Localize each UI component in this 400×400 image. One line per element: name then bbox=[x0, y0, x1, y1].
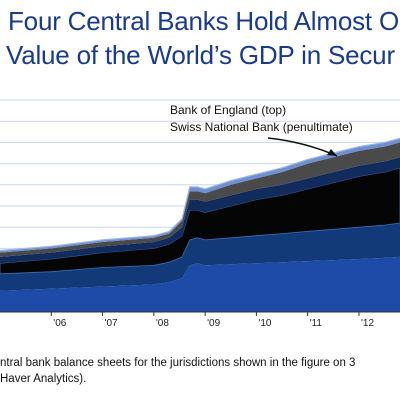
x-tick-label: '09 bbox=[207, 318, 220, 329]
annotation-line-2: Swiss National Bank (penultimate) bbox=[170, 120, 353, 134]
annotation-arrow-head bbox=[327, 149, 337, 156]
x-tick-label: '10 bbox=[258, 318, 271, 329]
area-series-6 bbox=[0, 138, 400, 253]
footnote-line-1: ntral bank balance sheets for the jurisd… bbox=[0, 357, 356, 369]
chart-title-line-2: Value of the World’s GDP in Secur bbox=[6, 40, 395, 70]
area-series-4 bbox=[0, 157, 400, 264]
stacked-area-chart: '06 '07 '08 '09 '10 '11 '12 Bank of England (t… bbox=[0, 99, 400, 329]
annotation-line-1: Bank of England (top) bbox=[170, 103, 286, 117]
area-series-group bbox=[0, 137, 400, 312]
chart-title-line-1: Four Central Banks Hold Almost On bbox=[8, 6, 400, 36]
annotation-arrow-line bbox=[267, 137, 338, 157]
x-axis: '06 '07 '08 '09 '10 '11 '12 bbox=[0, 311, 400, 329]
annotation: Bank of England (top) Swiss National Ban… bbox=[170, 103, 353, 157]
area-series-5 bbox=[0, 142, 400, 257]
x-tick-label: '06 bbox=[53, 318, 66, 329]
area-series-2 bbox=[0, 223, 400, 291]
x-tick-label: '08 bbox=[156, 318, 169, 329]
area-series-1 bbox=[0, 256, 400, 312]
footnote-line-2: Haver Analytics). bbox=[0, 373, 87, 385]
area-series-3 bbox=[0, 167, 400, 275]
x-tick-label: '07 bbox=[105, 318, 118, 329]
x-tick-label: '11 bbox=[310, 318, 323, 329]
x-tick-label: '12 bbox=[361, 318, 374, 329]
